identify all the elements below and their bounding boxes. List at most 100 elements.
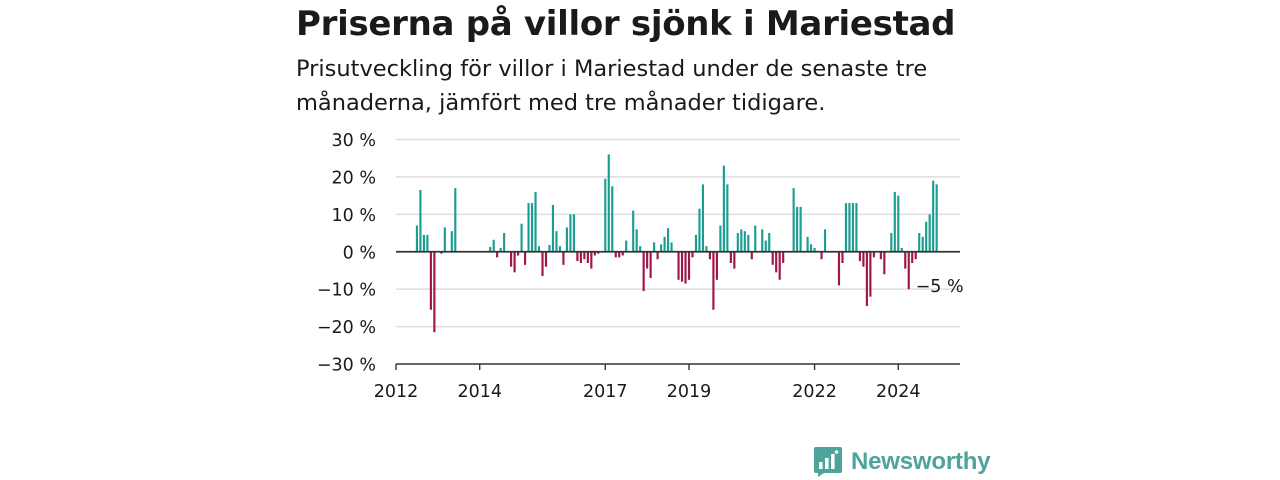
bar — [642, 251, 645, 292]
bar — [904, 251, 907, 269]
bar — [897, 195, 900, 252]
bar — [694, 234, 698, 252]
bar — [796, 206, 799, 252]
bar — [576, 251, 579, 262]
bar — [935, 184, 938, 252]
bar — [932, 180, 935, 252]
bar — [572, 214, 575, 252]
bar — [911, 251, 914, 263]
x-tick-label: 2022 — [792, 382, 837, 402]
bar — [618, 251, 621, 258]
bar — [705, 246, 708, 252]
bar — [858, 251, 861, 262]
bar — [768, 233, 771, 252]
bar — [593, 251, 596, 256]
bar — [736, 233, 739, 252]
bar — [419, 190, 422, 252]
x-tick-label: 2019 — [667, 382, 712, 402]
bar — [443, 227, 446, 252]
bars-layer — [415, 154, 938, 333]
bar — [792, 188, 795, 252]
bar — [810, 244, 813, 252]
bar — [841, 251, 844, 263]
bar — [684, 251, 687, 284]
bar — [635, 229, 638, 252]
bar — [537, 246, 541, 252]
bar — [701, 184, 705, 252]
bar — [907, 251, 910, 290]
bar — [778, 251, 781, 280]
bar — [551, 204, 555, 252]
bar — [426, 234, 429, 252]
bar — [893, 191, 896, 252]
bar — [775, 251, 778, 273]
bar — [565, 227, 568, 252]
y-tick-label: 30 % — [332, 131, 376, 151]
bar — [604, 178, 607, 252]
axis-layer: 30 % 20 % 10 % 0 % −10 % −20 % −30 % 2012 2014 20… — [317, 131, 964, 402]
bar — [918, 233, 921, 252]
bar — [503, 233, 506, 252]
bar — [928, 214, 931, 252]
bar — [653, 242, 656, 252]
y-tick-label: −10 % — [317, 281, 376, 301]
bar — [677, 251, 680, 280]
bar — [555, 231, 558, 252]
bar — [747, 234, 750, 252]
grid-layer — [396, 138, 960, 328]
bar — [708, 251, 712, 260]
bar — [837, 251, 841, 286]
bar — [761, 229, 764, 252]
bar — [440, 251, 443, 254]
y-tick-label: −20 % — [317, 318, 376, 338]
bar — [454, 188, 457, 252]
bar — [548, 245, 551, 252]
bar — [450, 231, 453, 252]
bar — [715, 251, 718, 280]
bar — [586, 251, 589, 263]
bar — [433, 251, 436, 333]
y-tick-label: −30 % — [317, 356, 376, 376]
bar — [670, 242, 673, 252]
x-tick-label: 2014 — [457, 382, 502, 402]
bar — [872, 251, 875, 258]
newsworthy-logo: Newsworthy — [813, 446, 991, 478]
bar — [743, 231, 746, 252]
bar — [562, 251, 565, 265]
bar — [544, 251, 548, 267]
bar — [687, 251, 691, 280]
bar — [530, 203, 534, 252]
bar — [883, 251, 886, 275]
y-tick-label: 0 % — [343, 243, 376, 263]
bar — [646, 251, 649, 269]
bar — [534, 191, 537, 252]
bar — [517, 251, 520, 256]
bar — [607, 154, 610, 252]
bar — [851, 203, 855, 252]
bar — [520, 223, 523, 252]
bar — [632, 210, 635, 252]
bar — [527, 203, 530, 252]
bar — [729, 251, 732, 263]
bar — [921, 236, 924, 252]
bar — [415, 225, 419, 252]
bar — [733, 251, 736, 269]
bar — [660, 244, 663, 252]
x-tick-label: 2017 — [583, 382, 628, 402]
bar — [691, 251, 694, 258]
bar — [583, 251, 586, 260]
bar — [666, 228, 670, 252]
bar — [771, 251, 774, 265]
x-tick-label: 2024 — [876, 382, 921, 402]
bar — [590, 251, 593, 269]
bar — [754, 225, 757, 252]
bar — [513, 251, 516, 273]
bar — [489, 246, 492, 252]
x-tick-label: 2012 — [374, 382, 419, 402]
bar — [649, 251, 652, 278]
bar — [740, 229, 743, 252]
bar — [823, 229, 827, 252]
bar — [862, 251, 865, 267]
bar — [597, 251, 600, 254]
